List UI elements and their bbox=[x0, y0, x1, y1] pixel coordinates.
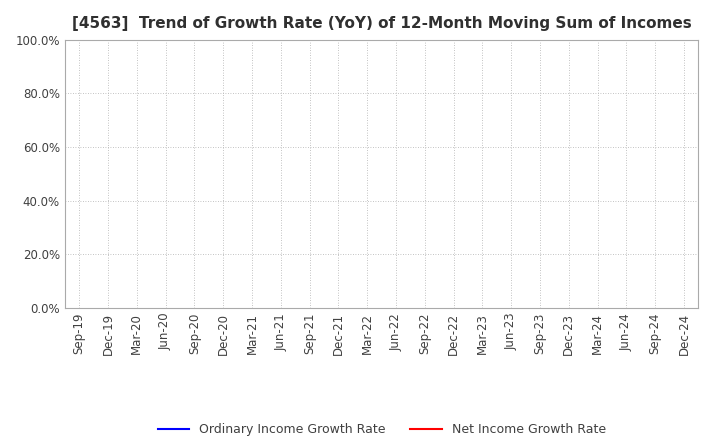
Title: [4563]  Trend of Growth Rate (YoY) of 12-Month Moving Sum of Incomes: [4563] Trend of Growth Rate (YoY) of 12-… bbox=[72, 16, 691, 32]
Legend: Ordinary Income Growth Rate, Net Income Growth Rate: Ordinary Income Growth Rate, Net Income … bbox=[153, 418, 611, 440]
